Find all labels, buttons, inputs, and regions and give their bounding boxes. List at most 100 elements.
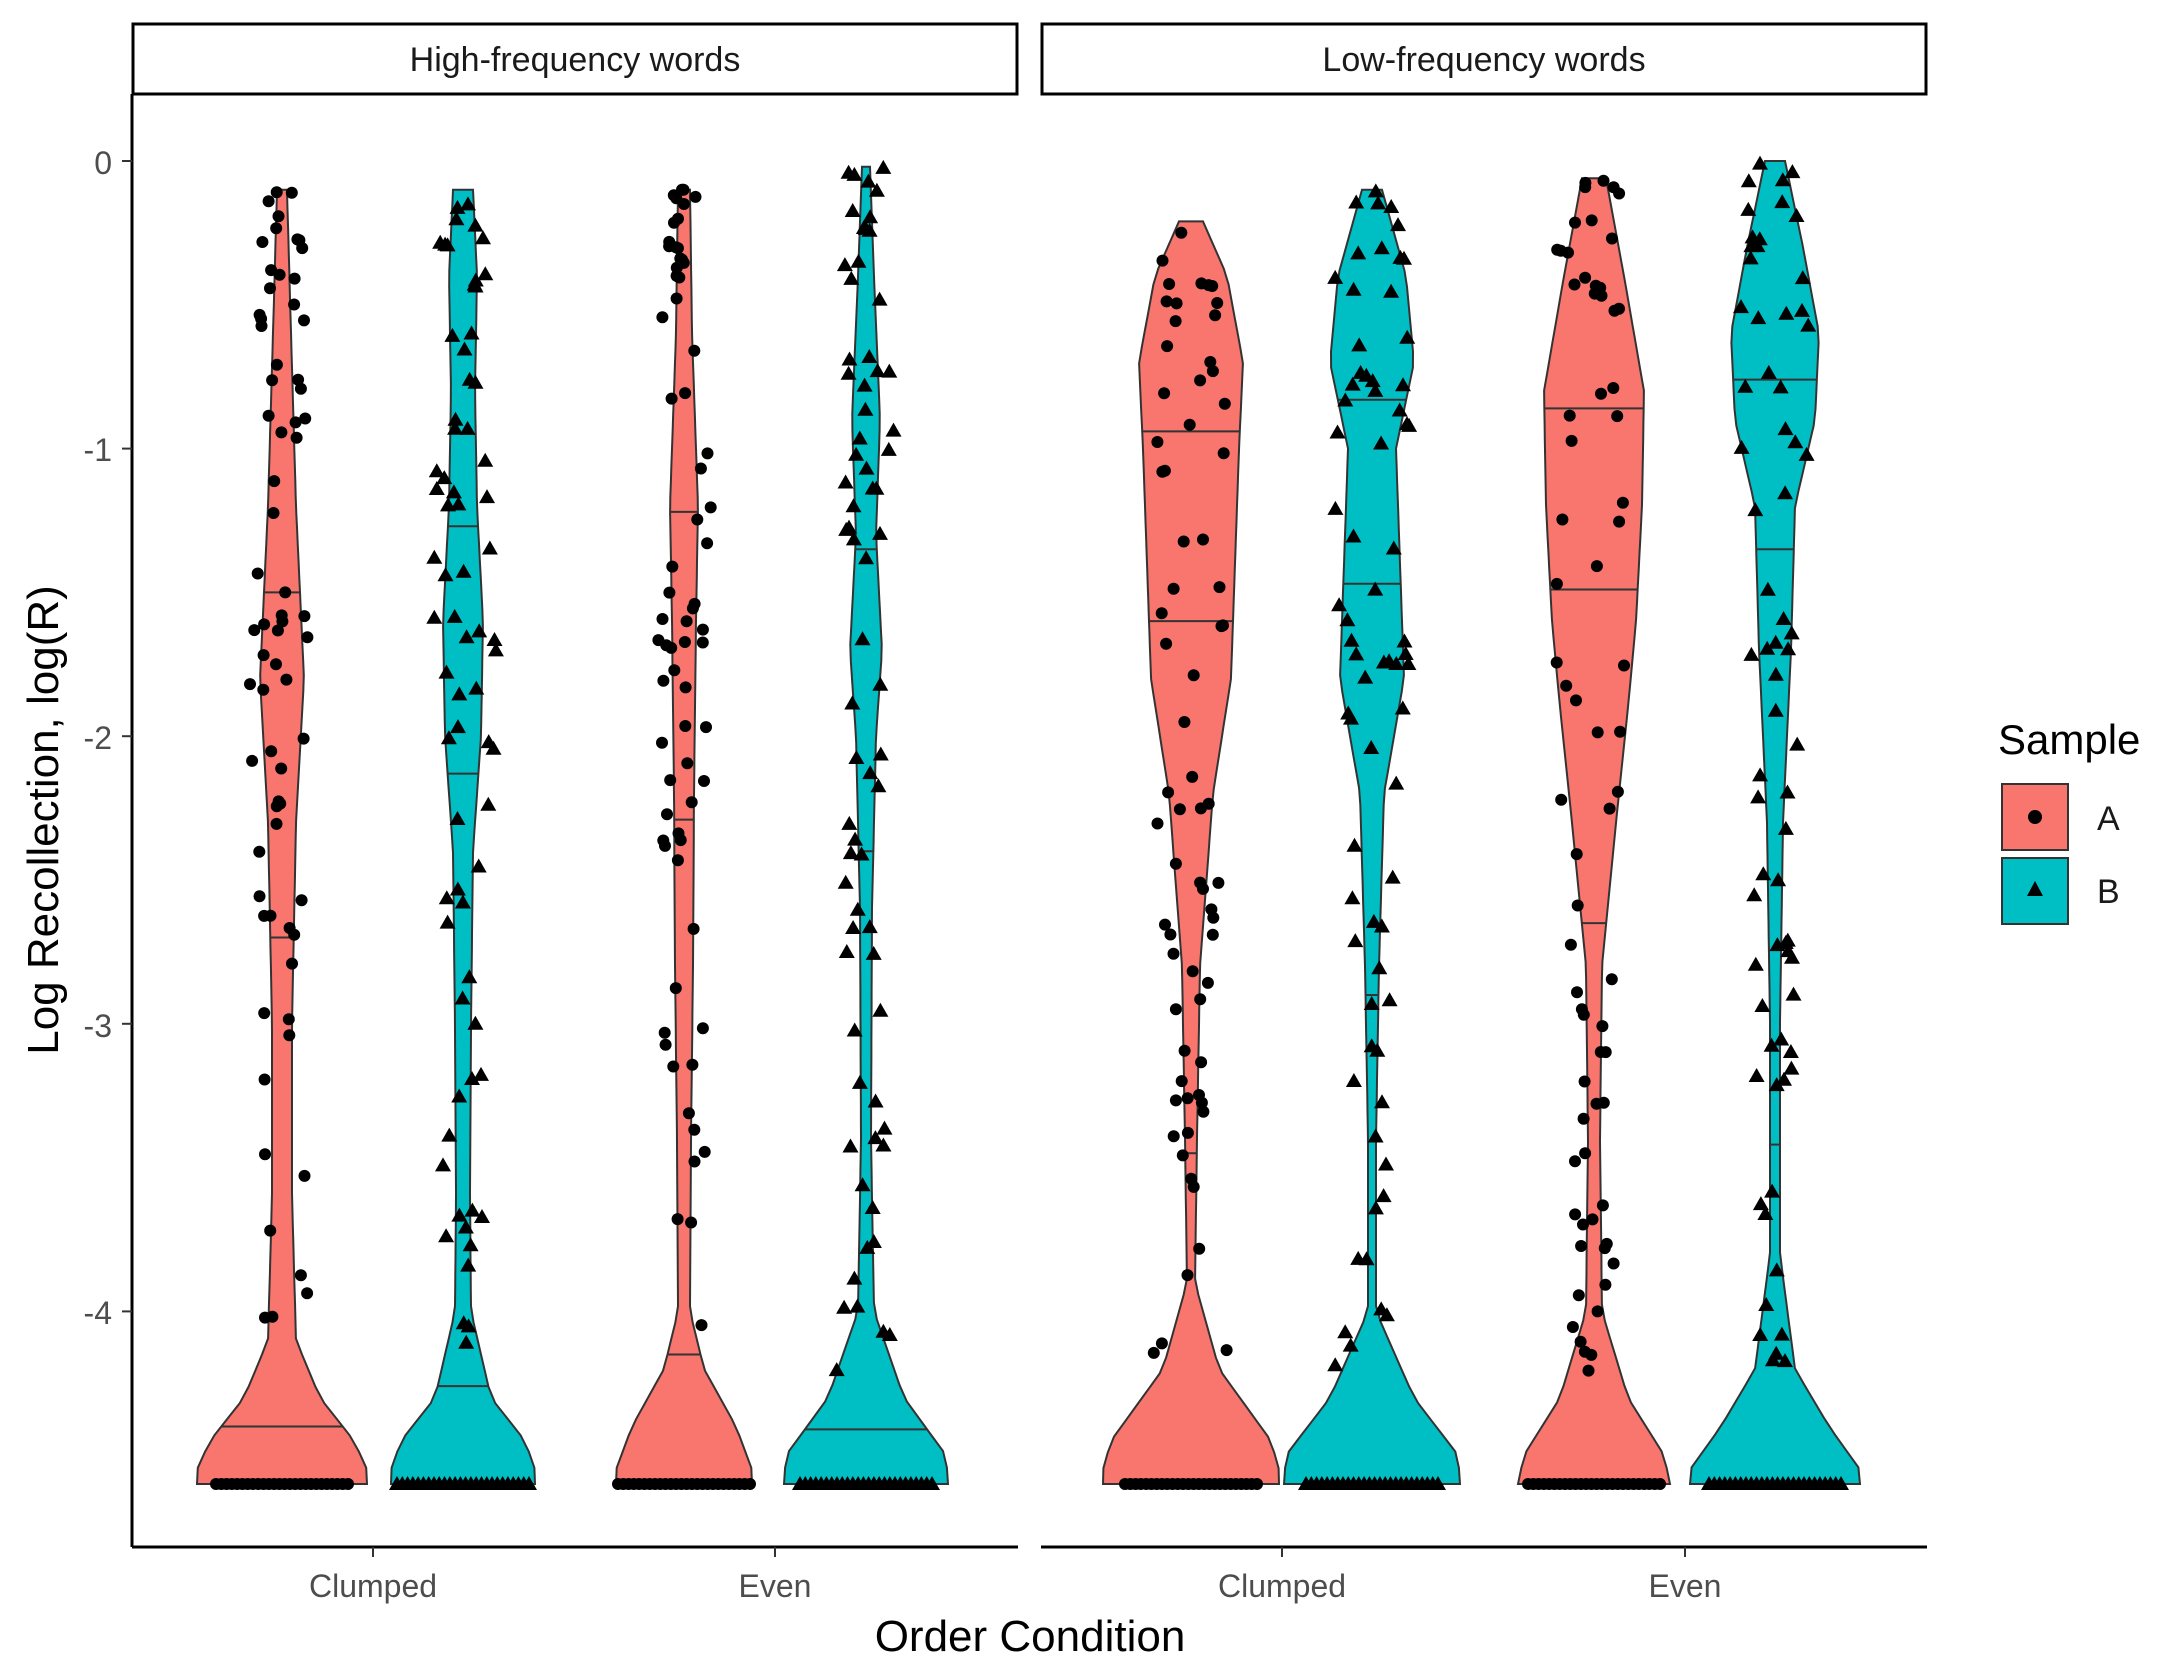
data-point-1-clumped-a-28: [1186, 770, 1199, 783]
y-tick-label-2: -2: [84, 720, 112, 756]
data-point-0-clumped-a-0: [280, 673, 293, 686]
data-point-1-even-b-65: [1740, 173, 1757, 188]
data-point-0-clumped-a-26: [264, 282, 276, 295]
data-point-0-even-b-11: [844, 695, 861, 710]
data-point-0-even-b-65: [862, 209, 879, 224]
data-point-0-even-b-63: [861, 222, 878, 237]
data-point-0-clumped-b-20: [426, 609, 443, 624]
data-point-0-even-b-62: [844, 203, 861, 217]
data-point-1-even-a-11: [1591, 1305, 1604, 1318]
data-point-0-even-b-22: [885, 422, 902, 437]
data-point-0-even-b-19: [872, 1002, 889, 1017]
data-point-1-clumped-a-25: [1194, 374, 1207, 387]
data-point-0-clumped-a-64: [258, 1073, 271, 1086]
data-point-1-clumped-a-33: [1151, 817, 1164, 830]
data-point-1-clumped-a-62: [1162, 786, 1175, 799]
data-point-0-clumped-a-50: [288, 272, 301, 285]
data-point-1-clumped-b-14: [1367, 382, 1384, 397]
data-point-1-clumped-a-35: [1177, 535, 1190, 548]
data-point-1-clumped-b-16: [1344, 376, 1361, 391]
data-point-1-even-a-12: [1569, 1155, 1581, 1168]
data-point-0-even-b-38: [849, 901, 866, 916]
data-point-1-clumped-b-4: [1342, 1337, 1359, 1352]
data-point-1-even-b-22: [1746, 887, 1763, 902]
data-point-0-clumped-a-15: [264, 909, 277, 922]
data-point-1-even-a-60: [1550, 656, 1563, 669]
data-point-0-clumped-b-4: [475, 230, 491, 245]
data-point-0-clumped-a-18: [265, 745, 278, 758]
data-point-1-clumped-a-50: [1206, 928, 1219, 941]
data-point-1-even-a-floor-25: [1654, 1478, 1666, 1490]
data-point-0-clumped-a-42: [270, 358, 283, 371]
data-point-1-clumped-b-38: [1375, 654, 1392, 669]
data-point-0-clumped-a-floor-25: [342, 1478, 354, 1490]
data-point-0-clumped-b-40: [457, 1219, 474, 1234]
data-point-0-even-b-17: [842, 1138, 859, 1153]
legend: Sample A B: [1998, 716, 2140, 925]
data-point-1-clumped-a-40: [1155, 607, 1168, 620]
data-point-1-clumped-b-59: [1388, 775, 1405, 790]
data-point-1-even-a-41: [1618, 659, 1630, 672]
data-point-0-even-b-66: [875, 1137, 892, 1152]
data-point-1-even-b-49: [1785, 986, 1802, 1001]
strip-box-low: [1040, 22, 1928, 96]
data-point-1-clumped-b-55: [1383, 283, 1400, 298]
data-point-0-clumped-a-33: [271, 624, 284, 637]
data-point-0-even-b-32: [838, 944, 855, 958]
data-point-0-clumped-b-21: [458, 1334, 475, 1349]
data-point-0-clumped-b-47: [438, 1228, 455, 1243]
data-point-1-even-b-26: [1743, 646, 1760, 661]
data-point-1-clumped-b-42: [1367, 1128, 1384, 1143]
data-point-0-clumped-a-40: [246, 754, 259, 767]
violin-1-even-b: [1688, 160, 1862, 1485]
data-point-1-even-b-63: [1759, 581, 1776, 596]
data-point-1-even-b-67: [1747, 502, 1764, 517]
data-point-1-clumped-b-66: [1367, 183, 1384, 198]
data-point-0-even-b-28: [860, 173, 877, 188]
data-point-0-clumped-a-54: [295, 894, 308, 907]
data-point-1-even-a-45: [1568, 278, 1581, 291]
data-point-0-clumped-b-16: [468, 680, 485, 695]
data-point-1-clumped-a-65: [1206, 280, 1219, 292]
data-point-1-clumped-b-34: [1394, 700, 1411, 715]
data-point-0-even-b-44: [876, 1120, 893, 1135]
data-point-0-clumped-b-57: [481, 540, 498, 555]
data-point-1-even-b-52: [1779, 932, 1796, 947]
data-point-0-even-a-43: [671, 242, 684, 255]
data-point-1-even-a-67: [1589, 279, 1602, 292]
data-point-0-even-b-46: [868, 480, 885, 495]
data-point-0-even-a-9: [656, 613, 669, 625]
data-point-1-clumped-a-42: [1217, 619, 1229, 632]
data-point-1-even-a-57: [1613, 515, 1626, 528]
data-point-0-even-b-58: [843, 270, 860, 285]
data-point-0-clumped-a-7: [257, 683, 270, 696]
data-point-1-even-b-floor-25: [1833, 1476, 1849, 1490]
data-point-0-even-a-49: [678, 636, 691, 648]
data-point-0-even-a-62: [666, 560, 679, 573]
y-tick-label-1: -1: [84, 432, 112, 468]
data-point-0-even-b-68: [842, 845, 859, 860]
data-point-0-even-a-54: [674, 834, 687, 847]
data-point-0-clumped-b-39: [450, 496, 467, 511]
data-point-1-clumped-a-31: [1160, 295, 1173, 308]
data-point-1-clumped-b-50: [1375, 1188, 1392, 1203]
data-point-1-clumped-b-7: [1348, 646, 1365, 661]
data-point-1-clumped-a-58: [1195, 1056, 1208, 1069]
data-point-1-even-a-28: [1550, 577, 1563, 590]
data-point-0-clumped-b-67: [466, 276, 483, 291]
data-point-1-clumped-a-63: [1176, 1149, 1189, 1162]
data-point-1-even-b-21: [1783, 1060, 1800, 1075]
data-point-0-clumped-b-6: [444, 327, 461, 342]
data-point-0-clumped-b-33: [449, 199, 466, 214]
data-point-1-clumped-a-44: [1178, 716, 1191, 728]
data-point-1-even-b-3: [1767, 702, 1784, 717]
data-point-1-even-b-53: [1751, 231, 1768, 246]
data-point-1-clumped-a-7: [1193, 1242, 1206, 1255]
data-point-0-even-a-19: [664, 774, 677, 787]
data-point-1-clumped-a-57: [1197, 882, 1209, 895]
data-point-1-clumped-b-68: [1399, 329, 1416, 344]
x-axis-title: Order Condition: [875, 1612, 1186, 1659]
data-point-1-clumped-b-56: [1327, 500, 1344, 515]
data-point-0-even-a-42: [700, 721, 712, 734]
data-point-0-clumped-a-19: [288, 298, 301, 311]
